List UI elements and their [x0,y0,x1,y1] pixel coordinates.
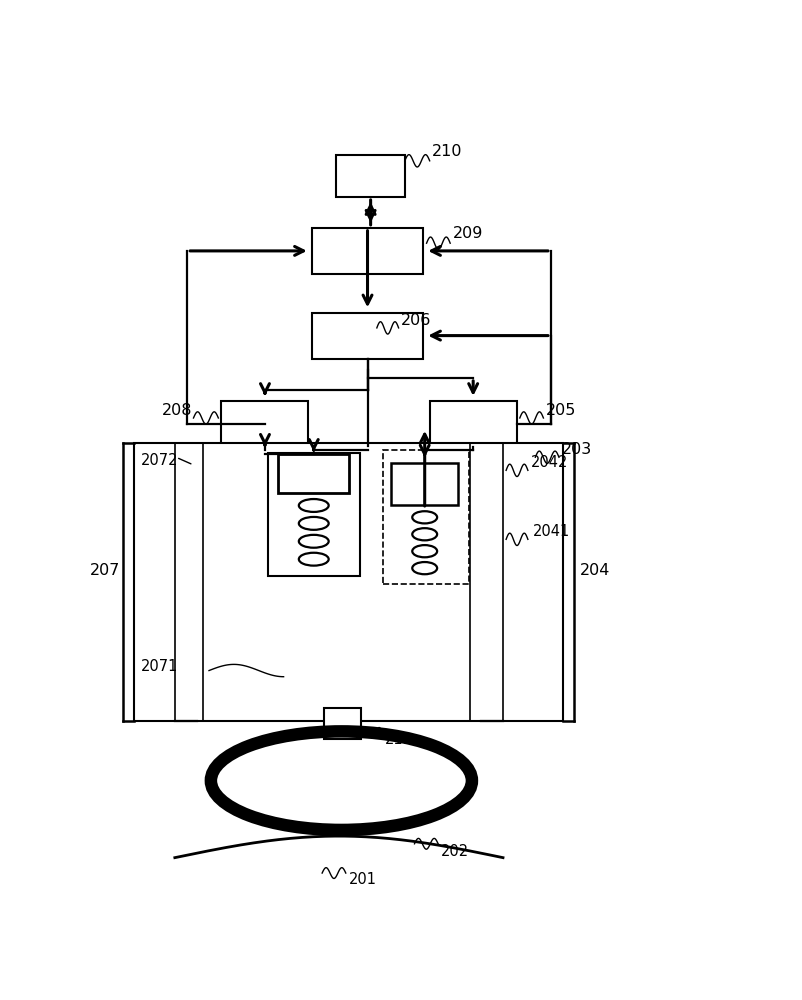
Bar [240,450,533,582]
Text: 205: 205 [546,403,577,418]
Bar [221,401,309,447]
Text: 210: 210 [431,144,462,159]
Text: 204: 204 [580,563,610,578]
Text: 207: 207 [90,563,120,578]
Text: 203: 203 [561,442,592,457]
Bar [311,312,423,359]
Text: 208: 208 [162,403,192,418]
Text: 2071: 2071 [140,659,178,674]
Bar [383,450,469,584]
Text: 211: 211 [385,732,413,747]
Bar [278,454,350,493]
Bar [135,443,563,721]
Text: 2072: 2072 [140,453,178,468]
Bar [337,155,405,197]
Text: 202: 202 [440,844,468,859]
Text: 2042: 2042 [531,455,569,470]
Bar [391,463,458,505]
Text: 201: 201 [349,872,377,887]
Bar [430,401,516,447]
Bar [324,708,362,739]
Bar [268,453,360,576]
Text: 206: 206 [400,313,431,328]
Text: 209: 209 [452,226,483,241]
Bar [311,228,423,274]
Text: 2041: 2041 [533,524,570,539]
